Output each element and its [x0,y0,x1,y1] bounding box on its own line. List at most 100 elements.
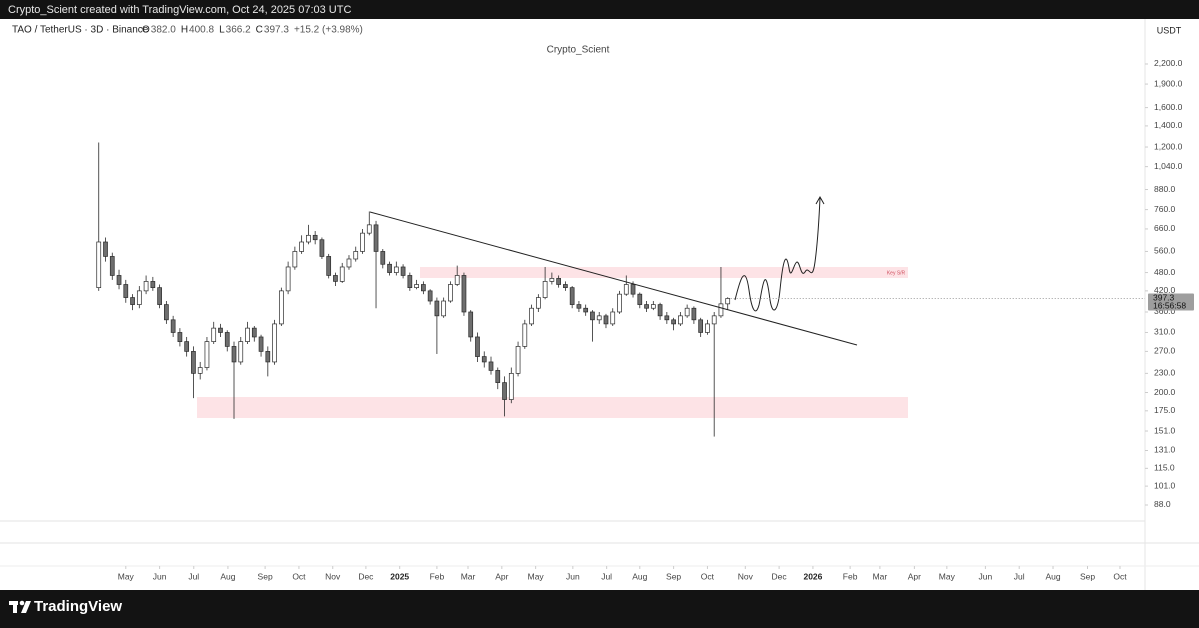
candle-body [306,234,311,243]
x-tick-label: Sep [666,571,681,581]
candle-body [238,341,244,363]
y-tick-label: 115.0 [1154,463,1175,473]
candle-body [143,281,149,292]
footer-bar [0,590,1199,628]
candle-body [150,281,156,288]
x-tick-label: 2025 [390,571,409,581]
candle-body [299,241,304,252]
candle-body [468,311,474,338]
candle-body [691,307,697,321]
candle-body [427,290,433,302]
x-tick-label: May [118,571,135,581]
candle-body [245,327,250,342]
watermark: Crypto_Scient [547,45,610,56]
candle-body [705,323,710,333]
candle-body [684,307,690,317]
candle-body [515,346,521,374]
ohlc-value: 400.8 [189,25,214,36]
candle-body [360,232,365,252]
candle-body [393,266,399,273]
candle-body [630,284,636,295]
x-tick-label: Sep [1080,571,1095,581]
support-zone [197,397,908,418]
candle-body [231,346,237,363]
candle-body [96,241,102,288]
candle-body [218,327,223,333]
candle-body [136,290,142,305]
candle-body [644,304,649,309]
x-tick-label: Apr [495,571,508,581]
candle-body [312,234,318,241]
candle-body [251,327,257,338]
resistance-zone [420,267,908,278]
candle-body [400,266,406,276]
y-tick-label: 1,900.0 [1154,78,1183,88]
candle-body [164,304,169,321]
candle-body [285,266,291,292]
y-tick-label: 101.0 [1154,480,1176,490]
x-tick-label: Jun [153,571,167,581]
candle-body [495,370,501,383]
candle-body [123,284,129,298]
brand-logo [9,600,31,613]
projection-arrow [815,195,825,205]
candle-body [522,323,528,347]
y-tick-label: 1,040.0 [1154,161,1183,171]
y-tick-label: 175.0 [1154,405,1176,415]
candle-body [130,297,135,305]
y-tick-label: 131.0 [1154,445,1176,455]
candle-body [103,241,108,257]
x-tick-label: Mar [873,571,888,581]
x-tick-label: 2026 [803,571,822,581]
x-tick-label: Apr [908,571,921,581]
trendline [369,211,858,346]
chart-panel [0,19,1199,590]
candle-body [326,256,332,276]
candle-body [265,351,271,363]
candle-body [671,319,676,325]
y-tick-label: 1,400.0 [1154,120,1183,130]
candle-body [387,263,392,273]
candle-body [502,382,507,400]
x-tick-label: Sep [258,571,273,581]
candle-body [603,315,609,325]
candle-body [407,275,413,288]
candle-body [549,278,555,282]
candle-body [319,239,325,257]
candle-body [563,284,568,288]
candle-body [461,275,467,313]
currency: USDT [1157,25,1182,35]
candle-body [333,275,338,282]
x-tick-label: Aug [1045,571,1060,581]
candle-body [617,293,622,313]
candle-body [414,284,419,288]
caption-bar [0,0,1199,19]
last-price-label: 397.3 [1153,293,1175,303]
y-tick-label: 480.0 [1154,267,1176,277]
candle-body [366,224,372,234]
candle-body [339,266,345,282]
candle-body [258,336,264,352]
candle-body [535,297,541,309]
candle-body [542,281,548,298]
change: +15.2 (+3.98%) [294,25,363,36]
y-tick-label: 660.0 [1154,223,1176,233]
zone-label: Key S/R [887,270,906,276]
candle-body [664,315,670,321]
ohlc-value: 397.3 [264,25,289,36]
x-tick-label: Oct [701,571,715,581]
candle-body [657,304,663,317]
candle-body [224,332,230,347]
candle-body [157,287,162,305]
y-tick-label: 760.0 [1154,204,1176,214]
candle-body [373,224,379,252]
last-price-box [1148,293,1194,311]
ohlc-key: H [181,25,188,36]
x-tick-label: Oct [1113,571,1127,581]
logo-shape [21,601,31,613]
x-tick-label: Jul [1014,571,1025,581]
symbol-legend: TAO / TetherUS · 3D · Binance O 382.0 H 400… [12,25,363,36]
x-tick-label: Aug [632,571,647,581]
candle-body [596,315,602,321]
ohlc-key: L [219,25,225,36]
